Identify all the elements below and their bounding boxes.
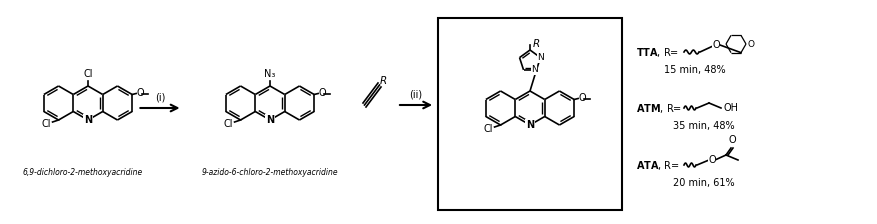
Text: $\bf{TTA}$, R=: $\bf{TTA}$, R=: [636, 45, 679, 58]
Text: (ii): (ii): [410, 89, 423, 99]
Text: Cl: Cl: [41, 119, 51, 129]
Text: 35 min, 48%: 35 min, 48%: [674, 121, 735, 131]
Text: O: O: [136, 88, 144, 97]
Text: Cl: Cl: [223, 119, 232, 129]
Text: N: N: [526, 120, 534, 130]
Text: O: O: [712, 40, 720, 50]
Text: N: N: [84, 115, 92, 125]
Text: N: N: [266, 115, 275, 125]
Text: 20 min, 61%: 20 min, 61%: [674, 178, 735, 188]
Text: 6,9-dichloro-2-methoxyacridine: 6,9-dichloro-2-methoxyacridine: [23, 168, 143, 177]
Text: R: R: [533, 39, 540, 49]
Bar: [438, 18, 622, 210]
Text: OH: OH: [723, 103, 738, 113]
Text: N₃: N₃: [264, 69, 275, 79]
Text: N: N: [531, 65, 538, 74]
Text: O: O: [747, 39, 754, 49]
Text: $\bf{ATA}$, R=: $\bf{ATA}$, R=: [636, 159, 680, 172]
Text: 15 min, 48%: 15 min, 48%: [664, 65, 726, 75]
Text: O: O: [318, 88, 325, 97]
Text: $\bf{ATM}$, R=: $\bf{ATM}$, R=: [636, 101, 682, 114]
Text: Cl: Cl: [483, 124, 493, 134]
Text: 9-azido-6-chloro-2-methoxyacridine: 9-azido-6-chloro-2-methoxyacridine: [202, 168, 339, 177]
Text: R: R: [380, 76, 388, 86]
Text: N: N: [537, 53, 544, 62]
Text: O: O: [578, 93, 586, 103]
Text: O: O: [709, 155, 716, 165]
Text: (i): (i): [154, 92, 165, 102]
Text: O: O: [728, 135, 736, 145]
Text: Cl: Cl: [83, 69, 93, 79]
